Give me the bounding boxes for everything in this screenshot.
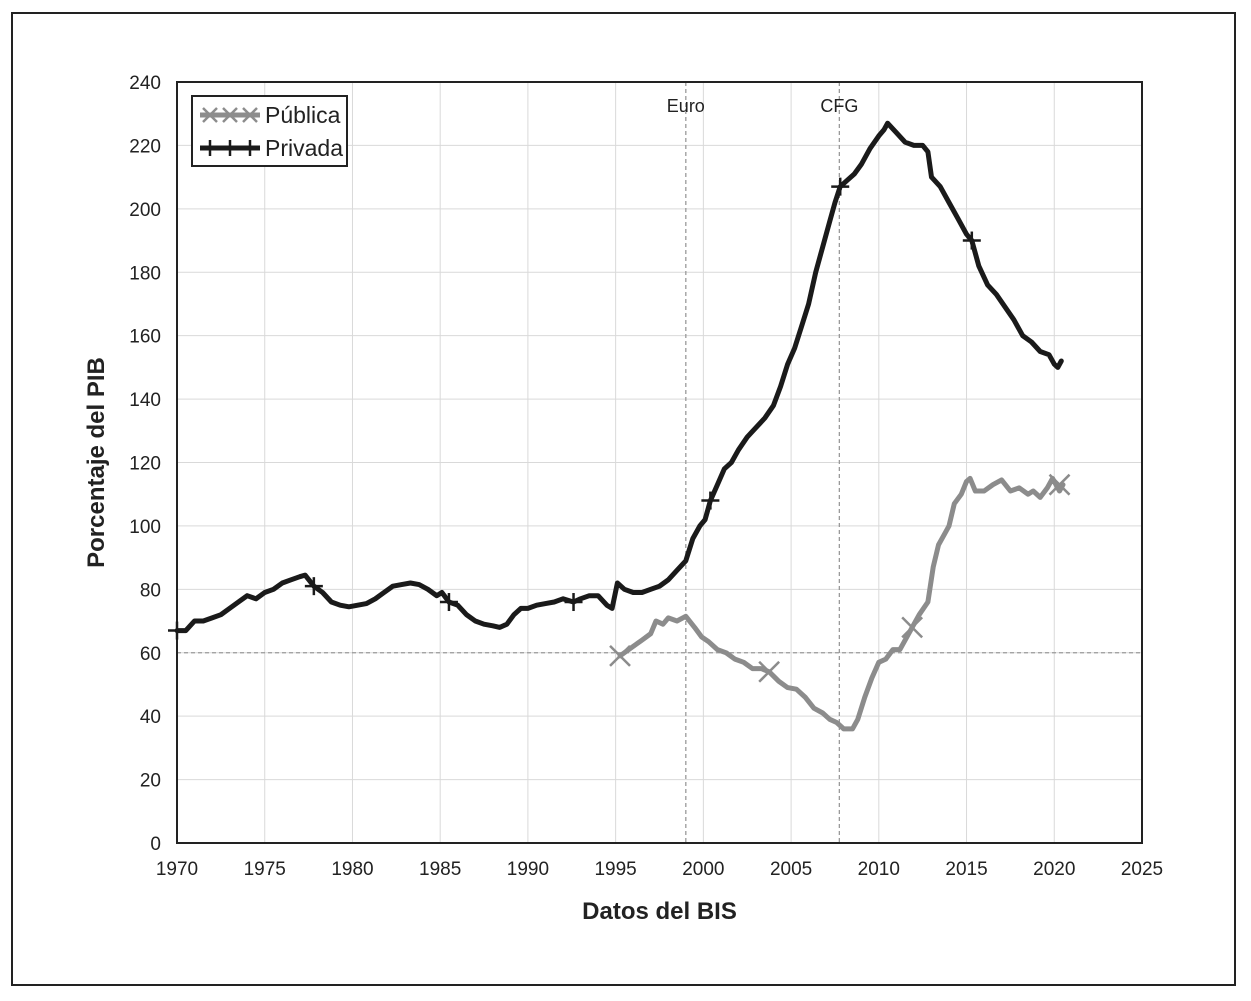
reference-line-label: Euro [667, 96, 705, 116]
x-tick-label: 2010 [858, 859, 900, 880]
y-tick-label: 120 [129, 454, 161, 475]
reference-lines: Euro CFG [177, 82, 1142, 843]
x-tick-label: 1980 [331, 859, 373, 880]
chart-frame [11, 12, 1236, 986]
plus-marker [701, 491, 720, 510]
y-tick-label: 140 [129, 390, 161, 411]
x-axis-ticks: 1970 1975 1980 1985 1990 1995 2000 2005 2010 2015… [156, 859, 1163, 880]
y-axis-ticks: 0 20 40 60 80 100 120 140 160 180 200 220 240 [129, 73, 161, 855]
y-tick-label: 60 [140, 644, 161, 665]
x-marker [222, 107, 238, 123]
plus-marker [242, 140, 258, 156]
legend: Pública Privada [191, 95, 348, 167]
x-tick-label: 1970 [156, 859, 198, 880]
x-tick-label: 2005 [770, 859, 812, 880]
y-tick-label: 20 [140, 771, 161, 792]
y-tick-label: 200 [129, 200, 161, 221]
y-tick-label: 80 [140, 580, 161, 601]
legend-box [191, 95, 348, 167]
y-tick-label: 160 [129, 327, 161, 348]
x-tick-label: 2015 [945, 859, 987, 880]
x-tick-label: 2000 [682, 859, 724, 880]
plus-marker [439, 593, 458, 612]
y-tick-label: 180 [129, 263, 161, 284]
x-tick-label: 2025 [1121, 859, 1163, 880]
grid [176, 81, 1143, 844]
x-marker [609, 645, 631, 667]
series-layer [168, 120, 1071, 732]
plus-marker [222, 140, 238, 156]
x-axis-title: Datos del BIS [582, 898, 737, 925]
x-marker [901, 616, 924, 639]
plus-marker [168, 621, 186, 640]
legend-label: Privada [265, 135, 343, 161]
plus-marker [304, 577, 323, 596]
y-tick-label: 0 [150, 834, 161, 855]
x-tick-label: 1975 [244, 859, 286, 880]
plus-marker [962, 231, 981, 250]
plus-marker [564, 593, 583, 612]
plus-marker [202, 140, 218, 156]
x-marker [202, 107, 218, 123]
reference-line-label: CFG [820, 96, 858, 116]
y-tick-label: 240 [129, 73, 161, 94]
plus-marker [831, 177, 850, 196]
x-tick-label: 1990 [507, 859, 549, 880]
plot-area [176, 81, 1143, 844]
y-tick-label: 40 [140, 707, 161, 728]
x-marker [1048, 473, 1071, 496]
x-tick-label: 1985 [419, 859, 461, 880]
series-line [617, 475, 1066, 732]
x-marker [242, 107, 258, 123]
x-tick-label: 2020 [1033, 859, 1075, 880]
series-line [174, 120, 1064, 634]
x-tick-label: 1995 [594, 859, 636, 880]
y-tick-label: 220 [129, 136, 161, 157]
y-tick-label: 100 [129, 517, 161, 538]
legend-label: Pública [265, 102, 341, 128]
y-axis-title: Porcentaje del PIB [83, 357, 110, 568]
x-marker [758, 660, 781, 683]
